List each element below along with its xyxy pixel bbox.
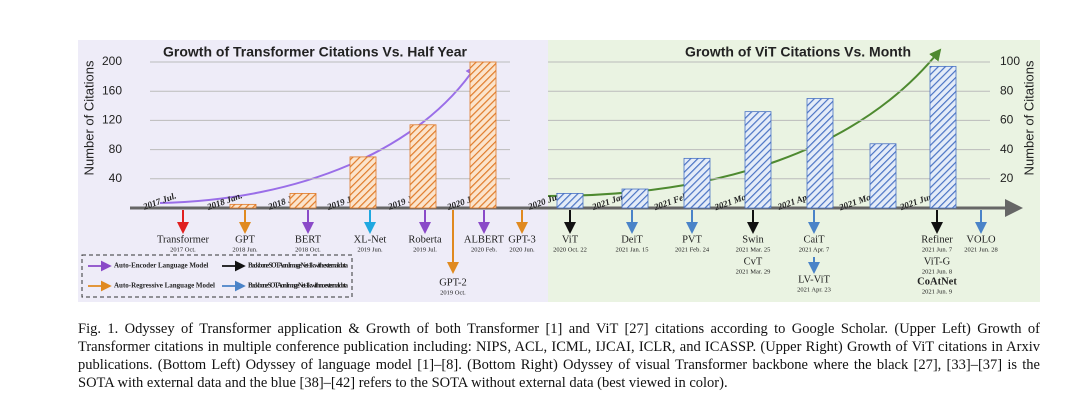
event-date: 2020 Feb. [471,246,497,253]
y-tick-label: 200 [102,54,122,68]
event-name: LV-ViT [798,274,830,285]
event-name: CoAtNet [917,276,957,287]
event-date: 2021 Jan. 15 [615,246,648,253]
event-name: DeiT [621,234,643,245]
event-date: 2021 Jun. 7 [922,246,953,253]
event-name: VOLO [966,234,996,245]
event-date: 2019 Jun. [357,246,383,253]
bar [469,61,497,209]
event-date: 2021 Feb. 24 [675,246,710,253]
y-tick-label: 160 [102,83,122,97]
bar [229,203,257,209]
event-name: Transformer [157,234,210,245]
event-name: XL-Net [354,234,387,245]
y-tick-label: 40 [1000,142,1014,156]
event-name: Roberta [408,234,442,245]
event-date: 2018 Oct. [295,246,321,253]
bar [621,188,649,209]
event-date: 2018 Jun. [232,246,258,253]
bar [289,192,317,209]
figure: Growth of Transformer Citations Vs. Half… [78,40,1040,302]
y-tick-label: 120 [102,113,122,127]
legend-label: Auto-Encoder Language Model [114,262,208,270]
event-name: PVT [682,234,702,245]
event-name: CaiT [804,234,826,245]
y-tick-label: 20 [1000,171,1014,185]
event-date: 2021 Mar. 25 [736,246,771,253]
event-date: 2021 Apr. 23 [797,286,831,293]
event-date: 2021 Jun. 8 [922,268,952,275]
event-date: 2021 Apr. 7 [799,246,830,253]
legend-label: Backbone SOTA on ImageNet-1k with extern… [248,262,349,270]
event-name: GPT-3 [508,234,536,245]
event-date: 2021 Mar. 29 [736,268,771,275]
event-date: 2017 Oct. [170,246,196,253]
event-name: BERT [295,234,322,245]
y-tick-label: 40 [109,171,123,185]
event-date: 2020 Oct. 22 [553,246,587,253]
bar [683,157,711,209]
y-tick-label: 80 [1000,83,1014,97]
event-name: Swin [742,234,764,245]
legend-label: Backbone SOTA on ImageNet-1k with no ext… [248,282,349,290]
caption: Fig. 1. Odyssey of Transformer applicati… [78,321,1040,391]
event-name: GPT-2 [439,277,467,288]
right-panel [548,40,1040,302]
y-axis-label: Number of Citations [1021,60,1036,175]
event-name: ViT [562,234,579,245]
event-date: 2021 Jun. 9 [922,288,952,295]
chart-title: Growth of ViT Citations Vs. Month [685,44,911,60]
y-axis-label: Number of Citations [81,60,96,175]
bar [556,192,584,209]
growth-curve [159,64,478,204]
event-name: Refiner [921,234,953,245]
y-tick-label: 60 [1000,113,1014,127]
event-date: 2019 Oct. [440,289,466,296]
bar [349,156,377,209]
bar [869,143,897,209]
y-tick-label: 100 [1000,54,1020,68]
event-name: CvT [744,256,763,267]
event-date: 2020 Jun. [509,246,535,253]
legend-label: Auto-Regressive Language Model [114,282,215,290]
event-name: ALBERT [464,234,505,245]
event-name: GPT [235,234,255,245]
bar [806,98,834,209]
bar [744,111,772,209]
chart-title: Growth of Transformer Citations Vs. Half… [163,44,467,60]
legend-box [81,254,353,298]
bar [929,65,957,209]
growth-curve [547,48,942,197]
bar [409,124,437,209]
y-tick-label: 80 [109,142,123,156]
event-date: 2021 Jun. 28 [964,246,997,253]
event-name: ViT-G [924,256,951,267]
event-date: 2019 Jul. [413,246,437,253]
